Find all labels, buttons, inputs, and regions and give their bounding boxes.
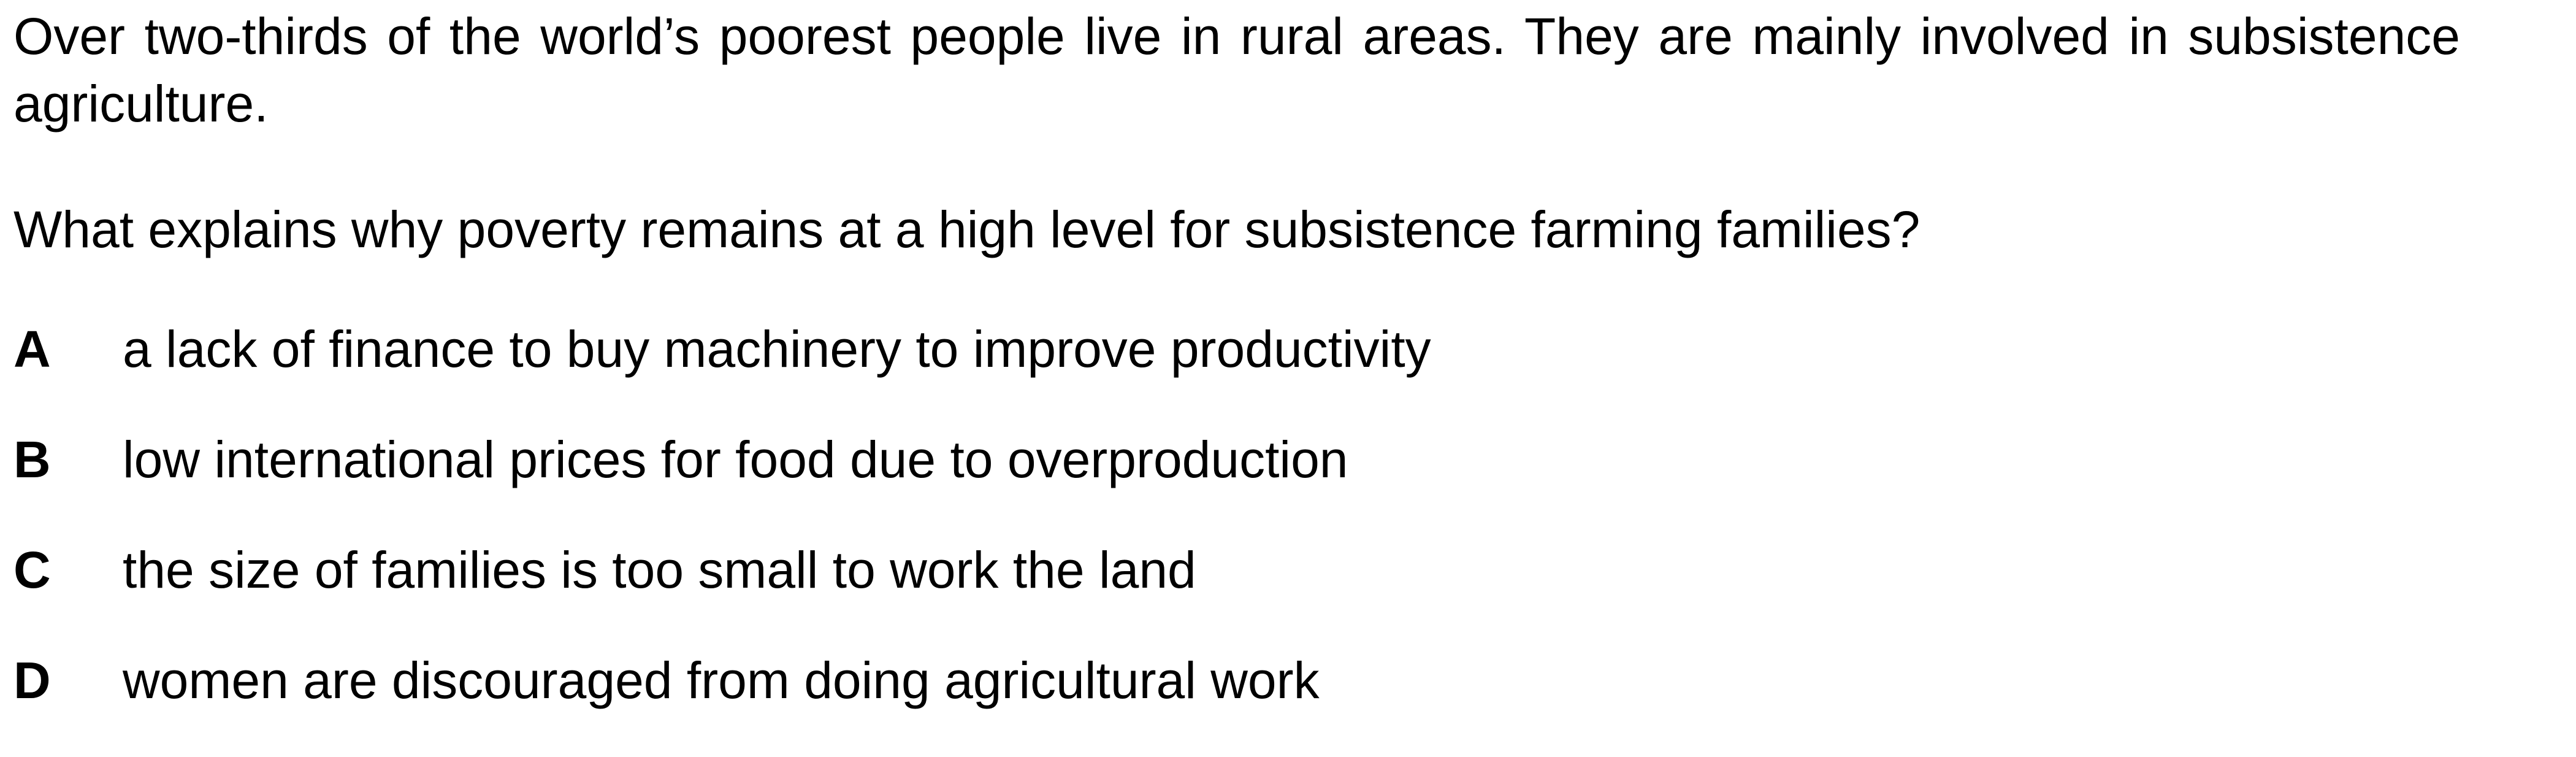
option-letter: D <box>13 651 51 709</box>
question-page: Over two-thirds of the world’s poorest p… <box>13 7 2460 709</box>
option-letter: B <box>13 431 51 488</box>
option-text: women are discouraged from doing agricul… <box>123 651 1320 709</box>
option-b[interactable]: B low international prices for food due … <box>13 426 1431 536</box>
option-d[interactable]: D women are discouraged from doing agric… <box>13 647 1431 757</box>
option-letter: C <box>13 541 51 599</box>
option-text: low international prices for food due to… <box>123 431 1348 488</box>
option-a[interactable]: A a lack of finance to buy machinery to … <box>13 315 1431 426</box>
option-text: a lack of finance to buy machinery to im… <box>123 320 1431 378</box>
option-letter: A <box>13 320 51 378</box>
option-c[interactable]: C the size of families is too small to w… <box>13 536 1431 647</box>
question-text: What explains why poverty remains at a h… <box>13 201 1921 258</box>
answer-options: A a lack of finance to buy machinery to … <box>13 315 1431 757</box>
option-text: the size of families is too small to wor… <box>123 541 1196 599</box>
intro-paragraph: Over two-thirds of the world’s poorest p… <box>13 7 2460 133</box>
